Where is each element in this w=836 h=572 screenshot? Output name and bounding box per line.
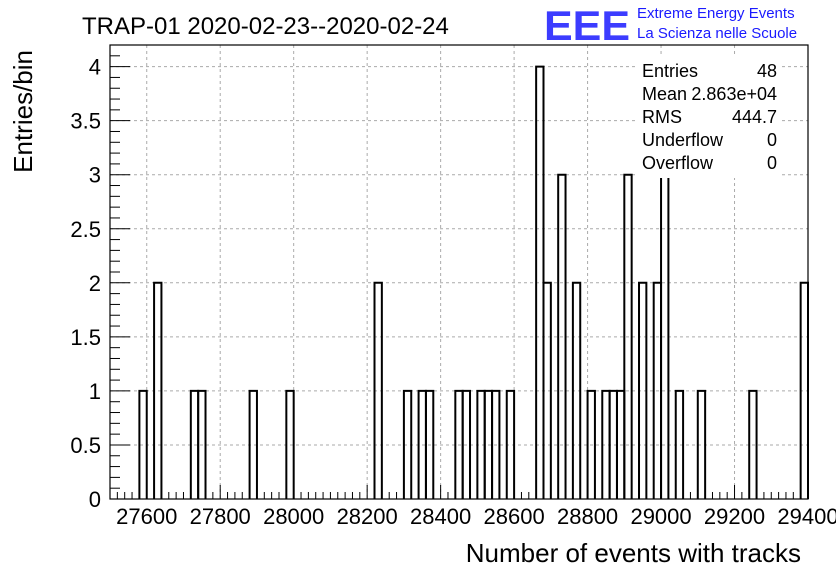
y-tick-label: 0.5 xyxy=(70,433,101,458)
histogram-bar xyxy=(505,389,516,499)
histogram-bar xyxy=(248,389,258,499)
stats-value-rms: 444.7 xyxy=(732,107,777,127)
y-tick-label: 1.5 xyxy=(70,325,101,350)
histogram-bar xyxy=(674,389,685,499)
histogram-bar xyxy=(542,281,552,499)
x-tick-label: 28800 xyxy=(557,504,618,529)
histogram-bar xyxy=(424,389,435,499)
x-tick-label: 29400 xyxy=(777,504,836,529)
x-tick-label: 27800 xyxy=(190,504,251,529)
stats-label-underflow: Underflow xyxy=(642,130,724,150)
y-tick-label: 2 xyxy=(89,271,101,296)
histogram-bar xyxy=(373,281,383,499)
histogram-bar xyxy=(571,281,582,499)
histogram-bar xyxy=(491,389,501,499)
stats-label-entries: Entries xyxy=(642,61,698,81)
y-tick-label: 0 xyxy=(89,487,101,512)
logo-line1: Extreme Energy Events xyxy=(637,5,795,22)
x-tick-label: 28400 xyxy=(410,504,471,529)
stats-label-overflow: Overflow xyxy=(642,153,714,173)
y-tick-label: 1 xyxy=(89,379,101,404)
x-tick-label: 28000 xyxy=(263,504,324,529)
histogram-bar xyxy=(748,389,758,499)
x-tick-labels: 27600 27800 28000 28200 28400 28600 28800 29000… xyxy=(116,504,836,529)
stats-label-mean: Mean xyxy=(642,84,687,104)
stats-value-mean: 2.863e+04 xyxy=(691,84,777,104)
histogram-bar xyxy=(402,389,413,499)
y-tick-label: 3 xyxy=(89,163,101,188)
y-tick-labels: 0 0.5 1 1.5 2 2.5 3 3.5 4 xyxy=(70,55,101,512)
histogram-bar xyxy=(285,389,295,499)
histogram-bar xyxy=(586,389,596,499)
histogram-bars xyxy=(138,65,809,499)
x-tick-label: 28200 xyxy=(337,504,398,529)
stats-box-background xyxy=(638,56,780,178)
y-tick-label: 3.5 xyxy=(70,109,101,134)
histogram-bar xyxy=(197,389,207,499)
x-tick-label: 28600 xyxy=(484,504,545,529)
eee-logo: EEE Extreme Energy Events La Scienza nel… xyxy=(544,2,797,49)
x-tick-label: 29000 xyxy=(630,504,691,529)
stats-value-overflow: 0 xyxy=(767,153,777,173)
histogram-bar xyxy=(138,389,148,499)
stats-value-entries: 48 xyxy=(757,61,777,81)
stats-box: Entries 48 Mean 2.863e+04 RMS 444.7 Unde… xyxy=(638,56,780,178)
x-tick-label: 27600 xyxy=(116,504,177,529)
y-tick-label: 2.5 xyxy=(70,217,101,242)
histogram-bar xyxy=(153,281,163,499)
histogram-bar xyxy=(696,389,707,499)
y-tick-label: 4 xyxy=(89,55,101,80)
histogram-bar xyxy=(638,281,648,499)
histogram-bar xyxy=(623,173,633,499)
histogram-bar xyxy=(461,389,472,499)
logo-line2: La Scienza nelle Scuole xyxy=(637,25,797,42)
stats-value-underflow: 0 xyxy=(767,130,777,150)
stats-label-rms: RMS xyxy=(642,107,682,127)
y-axis-label: Entries/bin xyxy=(8,50,38,173)
x-axis-label: Number of events with tracks xyxy=(466,538,801,568)
x-tick-label: 29200 xyxy=(704,504,765,529)
logo-text: EEE xyxy=(544,2,630,49)
histogram-bar xyxy=(557,173,567,499)
chart-title: TRAP-01 2020-02-23--2020-02-24 xyxy=(82,13,449,40)
axis-ticks xyxy=(109,44,809,500)
